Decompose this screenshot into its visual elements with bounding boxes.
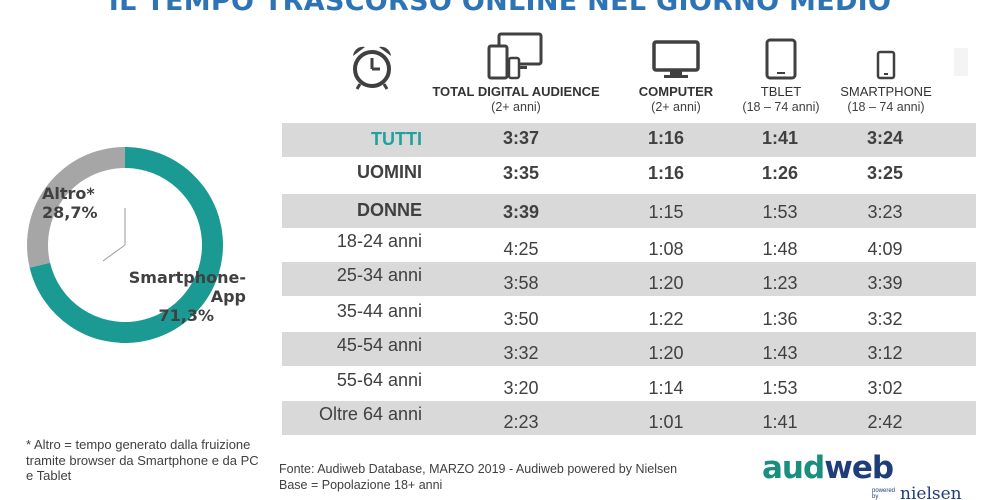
column-name-tablet: TBLET (760, 84, 802, 99)
donut-slice-altro (27, 147, 125, 268)
column-name-smartphone: SMARTPHONE (840, 84, 932, 99)
source-line-1: Fonte: Audiweb Database, MARZO 2019 - Au… (279, 462, 678, 476)
page-title: IL TEMPO TRASCORSO ONLINE NEL GIORNO MED… (108, 0, 892, 17)
table-cell: 3:23 (867, 202, 903, 222)
table-row: UOMINI 3:35 1:16 1:26 3:25 (282, 158, 976, 192)
table-cell: 1:08 (648, 239, 684, 259)
table-cell: 1:14 (648, 378, 684, 398)
table-cell: 3:02 (867, 378, 903, 398)
column-sub-computer: (2+ anni) (651, 100, 701, 114)
scroll-stub (954, 48, 968, 76)
row-label: 35-44 anni (336, 301, 422, 321)
column-header-smartphone: SMARTPHONE (18 – 74 anni) (832, 30, 940, 114)
audiweb-logo: audweb powered by nielsen (762, 450, 962, 500)
table-cell: 3:58 (503, 273, 539, 293)
table-cell: 1:16 (647, 128, 685, 148)
column-name-computer: COMPUTER (638, 84, 714, 99)
table-cell: 3:32 (503, 343, 539, 363)
logo-audi: aud (762, 450, 825, 486)
table-cell: 1:16 (647, 163, 685, 183)
table-cell: 3:37 (502, 128, 540, 148)
table-cell: 1:26 (761, 163, 799, 183)
table-cell: 1:15 (648, 202, 684, 222)
slice-label-smartphone-name: Smartphone-App (128, 268, 246, 306)
column-sub-tablet: (18 – 74 anni) (742, 100, 820, 114)
table-cell: 3:39 (502, 202, 540, 222)
table-row: Oltre 64 anni 2:23 1:01 1:41 2:42 (282, 401, 976, 435)
source-line-2: Base = Popolazione 18+ anni (279, 477, 443, 492)
row-label: 45-54 anni (336, 335, 422, 355)
logo-powered: powered by (872, 488, 896, 500)
table-cell: 4:09 (867, 239, 903, 259)
table-cell: 2:23 (503, 412, 539, 432)
source-note: Fonte: Audiweb Database, MARZO 2019 - Au… (279, 462, 677, 493)
table-cell: 1:53 (762, 202, 798, 222)
donut-chart (27, 147, 223, 343)
table-cell: 1:53 (762, 378, 798, 398)
row-label: UOMINI (357, 162, 422, 182)
table-cell: 1:41 (761, 128, 799, 148)
table-row: 45-54 anni 3:32 1:20 1:43 3:12 (282, 332, 976, 366)
table-cell: 4:25 (503, 239, 539, 259)
column-sub-total: (2+ anni) (491, 100, 541, 114)
tablet-icon (765, 38, 797, 80)
table-cell: 1:23 (762, 273, 798, 293)
table-cell: 1:01 (648, 412, 684, 432)
table-cell: 2:42 (867, 412, 903, 432)
table-cell: 3:39 (867, 273, 903, 293)
table-row: 35-44 anni 3:50 1:22 1:36 3:32 (282, 298, 976, 332)
table-cell: 3:24 (866, 128, 904, 148)
logo-nielsen: nielsen (900, 484, 962, 500)
table-cell: 3:50 (503, 309, 539, 329)
slice-label-altro: Altro* 28,7% (42, 184, 98, 222)
table-cell: 1:41 (762, 412, 798, 432)
footnote: * Altro = tempo generato dalla fruizione… (26, 437, 259, 483)
table-row: 55-64 anni 3:20 1:14 1:53 3:02 (282, 367, 976, 401)
smartphone-icon (876, 50, 896, 80)
table-cell: 1:48 (762, 239, 798, 259)
row-label: Oltre 64 anni (318, 404, 422, 424)
table-cell: 1:36 (762, 309, 798, 329)
row-label: 25-34 anni (336, 265, 422, 285)
logo-web: web (824, 450, 894, 486)
monitor-icon (652, 40, 700, 78)
table-row: TUTTI 3:37 1:16 1:41 3:24 (282, 123, 976, 157)
multi-device-icon (487, 32, 543, 80)
table-row: 18-24 anni 4:25 1:08 1:48 4:09 (282, 228, 976, 262)
column-header-total: TOTAL DIGITAL AUDIENCE (2+ anni) (428, 30, 604, 114)
slice-label-altro-name: Altro* (42, 184, 95, 203)
table-cell: 1:20 (648, 273, 684, 293)
table-cell: 3:12 (867, 343, 903, 363)
column-header-tablet: TBLET (18 – 74 anni) (727, 30, 835, 114)
leader-line (102, 244, 126, 262)
table-row: 25-34 anni 3:58 1:20 1:23 3:39 (282, 262, 976, 296)
table-cell: 3:35 (502, 163, 540, 183)
row-label: 55-64 anni (336, 370, 422, 390)
table-row: DONNE 3:39 1:15 1:53 3:23 (282, 194, 976, 228)
slice-label-smartphone-value: 71,3% (158, 306, 214, 325)
alarm-clock-icon (353, 46, 391, 90)
table-cell: 1:43 (762, 343, 798, 363)
table-cell: 1:20 (648, 343, 684, 363)
table-cell: 3:25 (866, 163, 904, 183)
column-sub-smartphone: (18 – 74 anni) (847, 100, 925, 114)
column-header-computer: COMPUTER (2+ anni) (616, 30, 736, 114)
row-label: 18-24 anni (336, 231, 422, 251)
slice-label-smartphone: Smartphone-App 71,3% (128, 268, 246, 325)
table-cell: 1:22 (648, 309, 684, 329)
slice-label-altro-value: 28,7% (42, 203, 98, 222)
column-name-total: TOTAL DIGITAL AUDIENCE (432, 84, 600, 99)
table-cell: 3:20 (503, 378, 539, 398)
table-cell: 3:32 (867, 309, 903, 329)
row-label: TUTTI (371, 129, 422, 149)
row-label: DONNE (356, 200, 422, 220)
